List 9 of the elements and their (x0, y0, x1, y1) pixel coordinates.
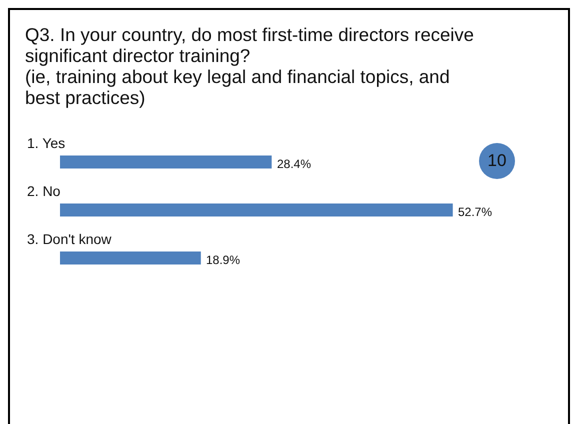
data-label: 28.4% (277, 157, 312, 171)
data-label: 18.9% (206, 253, 240, 267)
data-label: 52.7% (458, 205, 492, 219)
chart-title: Q3. In your country, do most first-time directors receive significant director training? (25, 24, 475, 66)
chart-subtitle: (ie, training about key legal and financial topics, and best practices) (25, 66, 451, 108)
y-tick-label: 2. No (27, 183, 61, 199)
y-tick-label: 1. Yes (27, 135, 66, 151)
y-tick-label: 3. Don't know (27, 231, 112, 247)
circle-badge: 10 (479, 143, 515, 179)
